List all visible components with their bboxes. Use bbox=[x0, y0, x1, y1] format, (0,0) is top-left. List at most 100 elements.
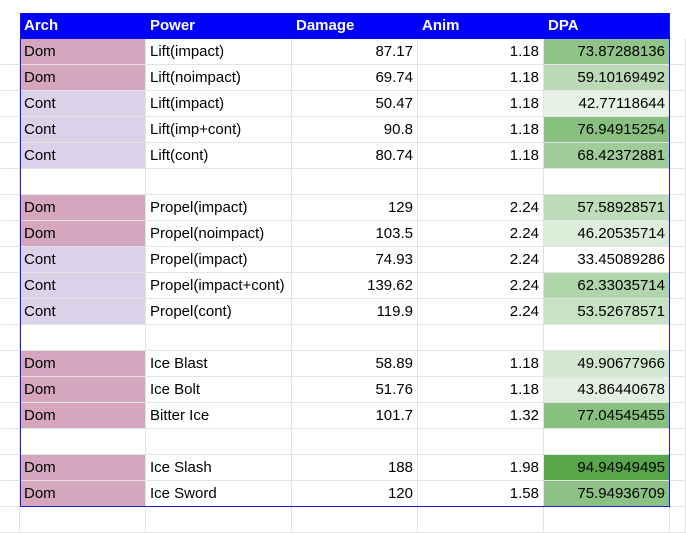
cell-damage[interactable]: 51.76 bbox=[292, 377, 418, 403]
row-gutter[interactable] bbox=[670, 117, 686, 143]
row-gutter[interactable] bbox=[670, 91, 686, 117]
row-gutter[interactable] bbox=[670, 299, 686, 325]
cell-arch[interactable] bbox=[20, 429, 146, 455]
cell-anim[interactable]: 1.98 bbox=[418, 455, 544, 481]
cell-anim[interactable]: 2.24 bbox=[418, 299, 544, 325]
cell-anim[interactable]: 1.32 bbox=[418, 403, 544, 429]
cell-damage[interactable]: 101.7 bbox=[292, 403, 418, 429]
cell-power[interactable] bbox=[146, 507, 292, 533]
header-anim[interactable]: Anim bbox=[418, 13, 544, 39]
cell-power[interactable]: Propel(impact) bbox=[146, 247, 292, 273]
row-gutter[interactable] bbox=[0, 351, 20, 377]
cell-dpa[interactable] bbox=[544, 429, 670, 455]
cell-power[interactable]: Lift(cont) bbox=[146, 143, 292, 169]
cell-arch[interactable]: Cont bbox=[20, 273, 146, 299]
cell-anim[interactable] bbox=[418, 429, 544, 455]
cell-anim[interactable]: 1.18 bbox=[418, 351, 544, 377]
cell-anim[interactable]: 1.18 bbox=[418, 117, 544, 143]
cell-power[interactable] bbox=[146, 325, 292, 351]
cell-arch[interactable]: Dom bbox=[20, 351, 146, 377]
row-gutter[interactable] bbox=[0, 39, 20, 65]
cell-anim[interactable]: 1.58 bbox=[418, 481, 544, 507]
cell-anim[interactable]: 1.18 bbox=[418, 91, 544, 117]
row-gutter[interactable] bbox=[0, 377, 20, 403]
cell-arch[interactable]: Dom bbox=[20, 455, 146, 481]
cell-power[interactable]: Propel(noimpact) bbox=[146, 221, 292, 247]
row-gutter[interactable] bbox=[670, 377, 686, 403]
cell-arch[interactable]: Cont bbox=[20, 299, 146, 325]
cell-anim[interactable]: 2.24 bbox=[418, 273, 544, 299]
cell-anim[interactable]: 1.18 bbox=[418, 143, 544, 169]
cell-damage[interactable]: 74.93 bbox=[292, 247, 418, 273]
cell-anim[interactable] bbox=[418, 507, 544, 533]
cell-anim[interactable] bbox=[418, 325, 544, 351]
cell-damage[interactable] bbox=[292, 507, 418, 533]
cell-power[interactable]: Ice Blast bbox=[146, 351, 292, 377]
cell-damage[interactable]: 69.74 bbox=[292, 65, 418, 91]
row-gutter[interactable] bbox=[670, 39, 686, 65]
cell-arch[interactable]: Dom bbox=[20, 377, 146, 403]
cell-arch[interactable]: Cont bbox=[20, 117, 146, 143]
row-gutter[interactable] bbox=[0, 403, 20, 429]
cell-anim[interactable]: 1.18 bbox=[418, 39, 544, 65]
cell-anim[interactable]: 1.18 bbox=[418, 377, 544, 403]
cell-arch[interactable]: Dom bbox=[20, 39, 146, 65]
row-gutter[interactable] bbox=[670, 507, 686, 533]
cell-dpa[interactable] bbox=[544, 325, 670, 351]
cell-dpa[interactable]: 46.20535714 bbox=[544, 221, 670, 247]
header-dpa[interactable]: DPA bbox=[544, 13, 670, 39]
cell-damage[interactable]: 103.5 bbox=[292, 221, 418, 247]
cell-damage[interactable]: 129 bbox=[292, 195, 418, 221]
cell-damage[interactable] bbox=[292, 429, 418, 455]
cell-damage[interactable]: 50.47 bbox=[292, 91, 418, 117]
cell-arch[interactable]: Dom bbox=[20, 221, 146, 247]
row-gutter[interactable] bbox=[670, 273, 686, 299]
cell-anim[interactable]: 2.24 bbox=[418, 221, 544, 247]
row-gutter[interactable] bbox=[670, 13, 686, 39]
cell-anim[interactable]: 2.24 bbox=[418, 195, 544, 221]
cell-power[interactable]: Lift(impact) bbox=[146, 91, 292, 117]
cell-power[interactable]: Ice Sword bbox=[146, 481, 292, 507]
cell-dpa[interactable]: 59.10169492 bbox=[544, 65, 670, 91]
cell-arch[interactable] bbox=[20, 507, 146, 533]
cell-power[interactable]: Lift(imp+cont) bbox=[146, 117, 292, 143]
row-gutter[interactable] bbox=[670, 65, 686, 91]
cell-dpa[interactable]: 68.42372881 bbox=[544, 143, 670, 169]
cell-damage[interactable]: 58.89 bbox=[292, 351, 418, 377]
row-gutter[interactable] bbox=[0, 169, 20, 195]
row-gutter[interactable] bbox=[0, 455, 20, 481]
cell-dpa[interactable]: 53.52678571 bbox=[544, 299, 670, 325]
cell-damage[interactable]: 90.8 bbox=[292, 117, 418, 143]
row-gutter[interactable] bbox=[670, 169, 686, 195]
cell-arch[interactable] bbox=[20, 325, 146, 351]
row-gutter[interactable] bbox=[0, 507, 20, 533]
cell-anim[interactable]: 2.24 bbox=[418, 247, 544, 273]
cell-damage[interactable] bbox=[292, 169, 418, 195]
cell-anim[interactable]: 1.18 bbox=[418, 65, 544, 91]
row-gutter[interactable] bbox=[0, 221, 20, 247]
cell-power[interactable]: Lift(noimpact) bbox=[146, 65, 292, 91]
cell-arch[interactable]: Dom bbox=[20, 481, 146, 507]
cell-damage[interactable]: 120 bbox=[292, 481, 418, 507]
cell-arch[interactable]: Dom bbox=[20, 403, 146, 429]
row-gutter[interactable] bbox=[0, 117, 20, 143]
cell-dpa[interactable]: 94.94949495 bbox=[544, 455, 670, 481]
cell-power[interactable] bbox=[146, 169, 292, 195]
cell-arch[interactable] bbox=[20, 169, 146, 195]
header-arch[interactable]: Arch bbox=[20, 13, 146, 39]
row-gutter[interactable] bbox=[670, 429, 686, 455]
cell-dpa[interactable]: 57.58928571 bbox=[544, 195, 670, 221]
cell-damage[interactable]: 139.62 bbox=[292, 273, 418, 299]
cell-dpa[interactable]: 75.94936709 bbox=[544, 481, 670, 507]
row-gutter[interactable] bbox=[670, 247, 686, 273]
row-gutter[interactable] bbox=[0, 91, 20, 117]
cell-dpa[interactable]: 62.33035714 bbox=[544, 273, 670, 299]
row-gutter[interactable] bbox=[0, 325, 20, 351]
cell-damage[interactable] bbox=[292, 325, 418, 351]
row-gutter[interactable] bbox=[0, 143, 20, 169]
cell-dpa[interactable]: 76.94915254 bbox=[544, 117, 670, 143]
cell-arch[interactable]: Dom bbox=[20, 195, 146, 221]
row-gutter[interactable] bbox=[0, 273, 20, 299]
cell-damage[interactable]: 80.74 bbox=[292, 143, 418, 169]
cell-power[interactable]: Ice Slash bbox=[146, 455, 292, 481]
